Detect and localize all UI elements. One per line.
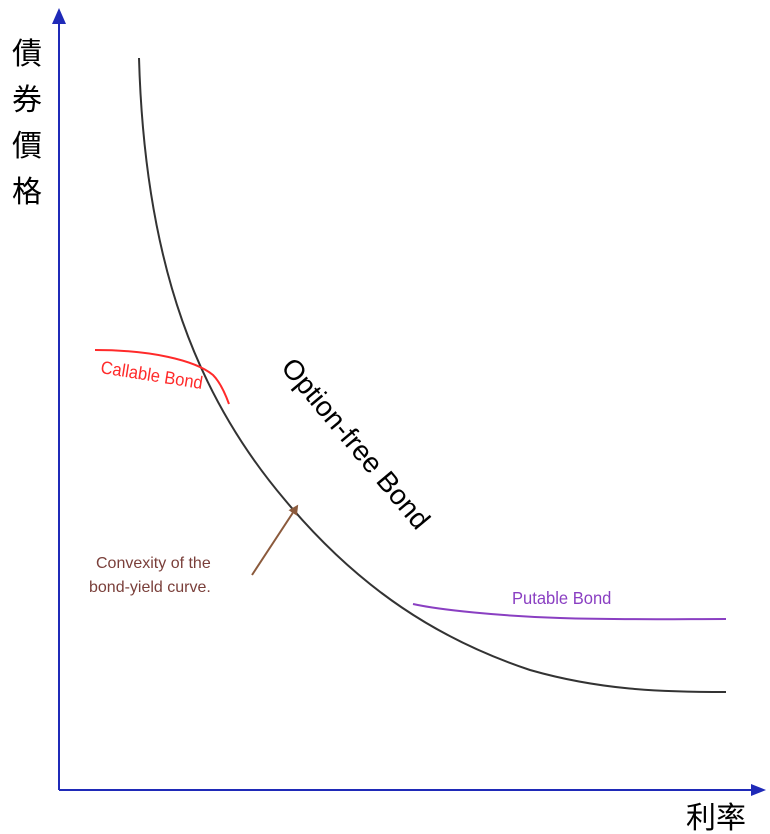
option-free-bond-label: Option-free Bond (275, 352, 436, 535)
callable-bond-curve (94, 349, 230, 405)
y-axis-label-char-4: 格 (12, 175, 42, 210)
y-axis-label-char-2: 券 (12, 83, 42, 118)
x-axis-label: 利率 (686, 801, 746, 834)
y-axis-arrowhead (52, 8, 66, 24)
convexity-note-line-2: bond-yield curve. (89, 579, 211, 596)
convexity-note-line-1: Convexity of the (96, 555, 211, 572)
putable-bond-curve (412, 603, 727, 621)
convexity-arrow (251, 504, 299, 576)
option-free-bond-curve (138, 57, 727, 693)
putable-bond-label: Putable Bond (512, 587, 611, 608)
x-axis-arrowhead (751, 784, 766, 796)
y-axis-label-char-3: 價 (12, 129, 42, 164)
y-axis-label-char-1: 債 (12, 37, 42, 72)
